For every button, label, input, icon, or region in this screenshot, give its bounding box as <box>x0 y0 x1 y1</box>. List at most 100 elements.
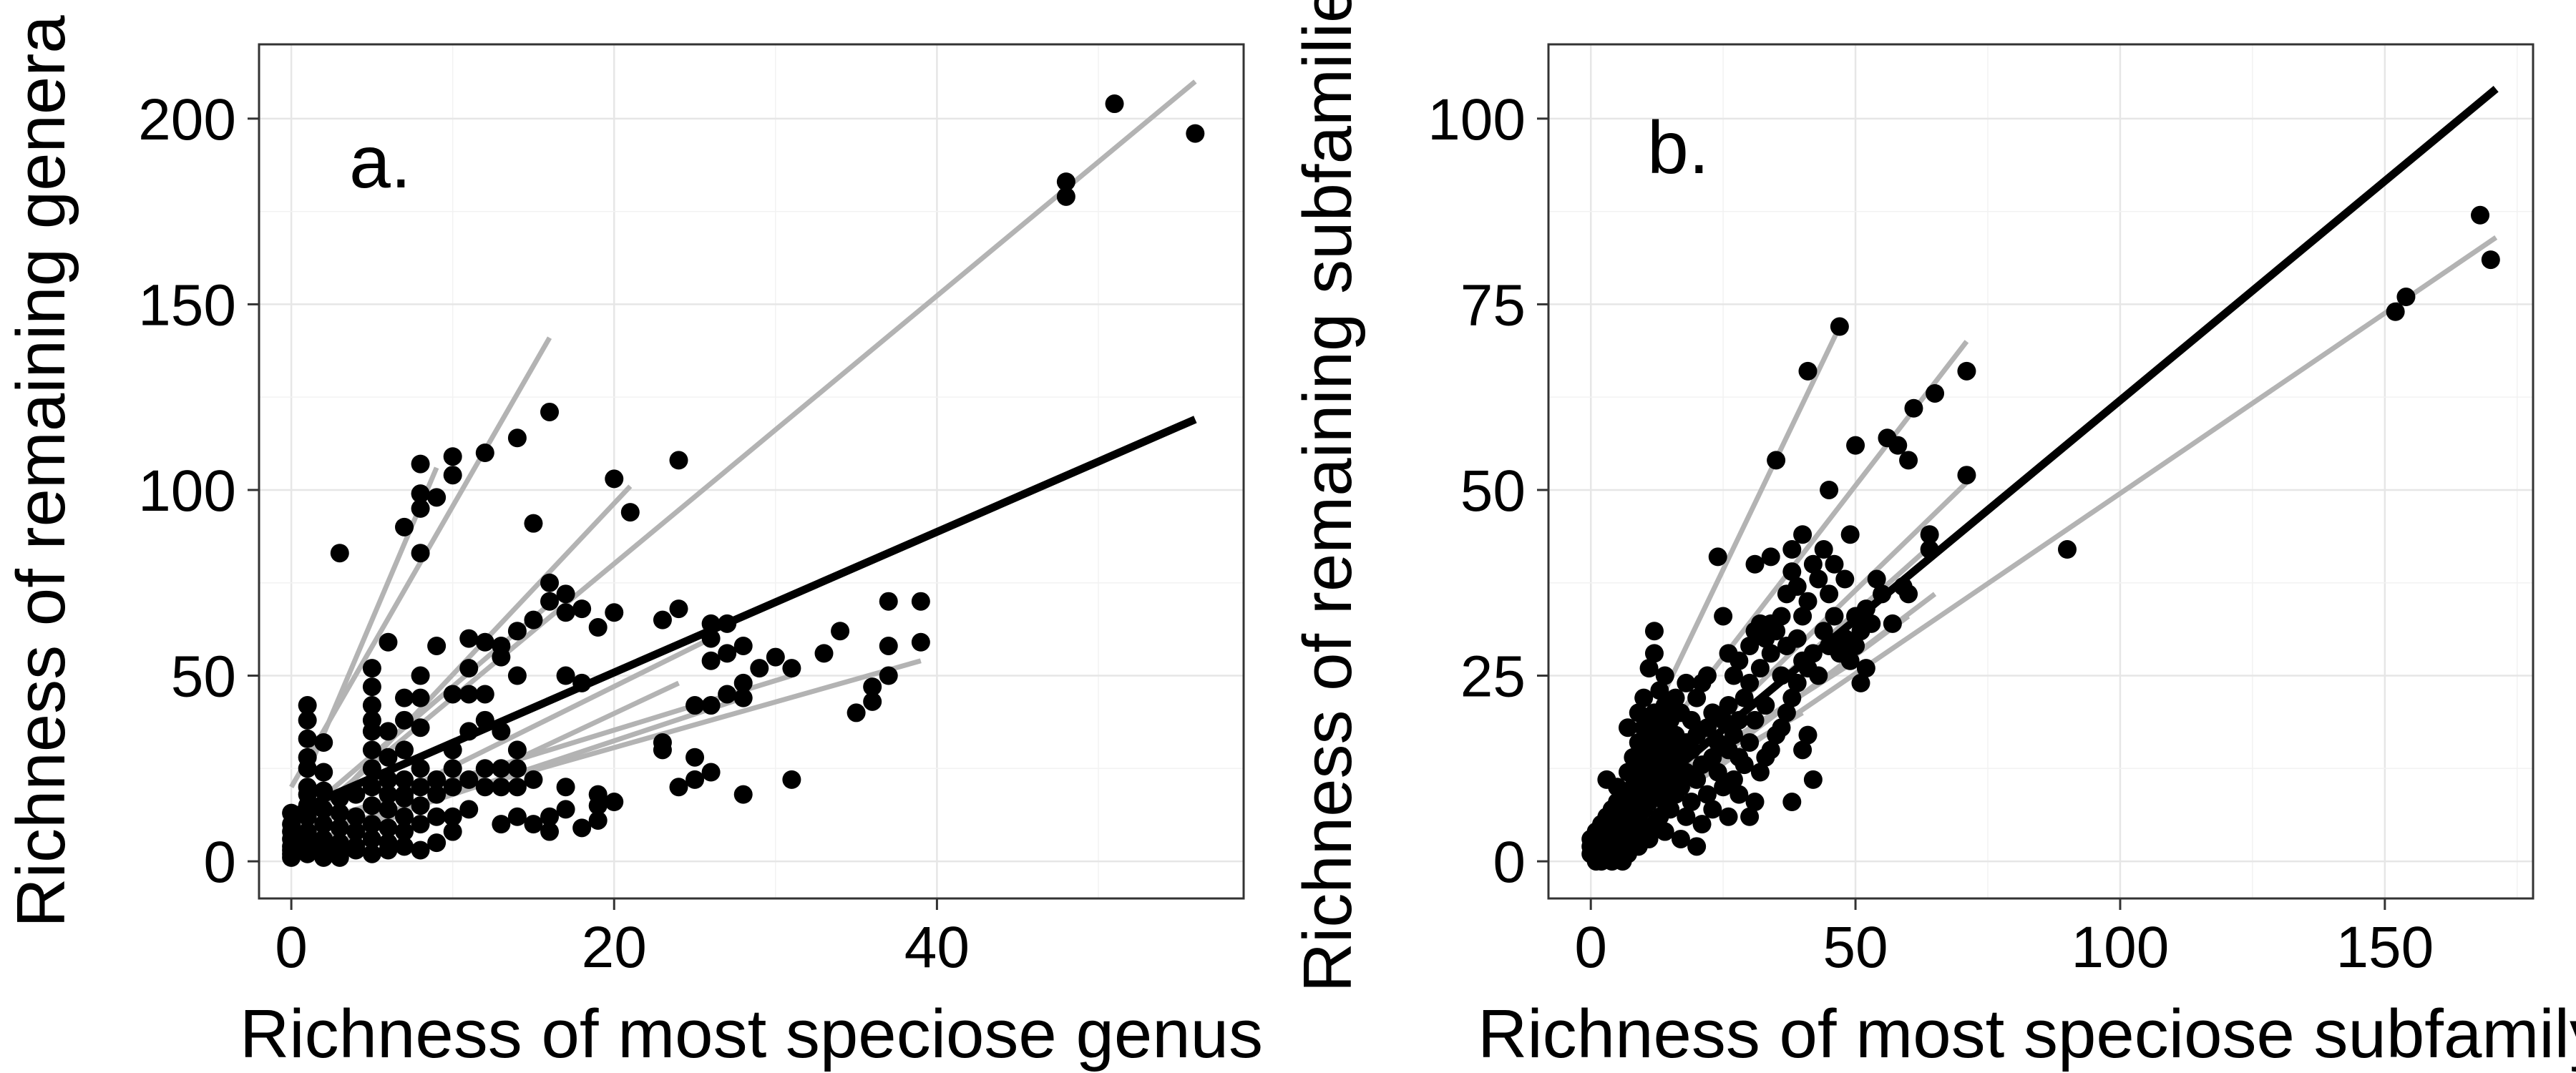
data-point <box>362 815 381 834</box>
data-point <box>411 778 430 797</box>
data-point <box>427 807 447 826</box>
data-point <box>686 696 705 715</box>
data-point <box>588 618 608 637</box>
data-point <box>540 592 560 611</box>
data-point <box>298 729 317 748</box>
data-point <box>524 610 543 629</box>
data-point <box>1782 562 1802 582</box>
data-point <box>733 673 753 692</box>
data-point <box>1835 569 1855 589</box>
data-point <box>1846 636 1865 655</box>
data-point <box>1745 793 1765 812</box>
data-point <box>814 644 834 663</box>
data-point <box>379 785 398 804</box>
data-point <box>379 818 398 838</box>
gridlines <box>1548 44 2533 898</box>
data-point <box>733 688 753 707</box>
data-point <box>1777 703 1796 722</box>
data-point <box>1803 554 1823 574</box>
x-tick-label: 0 <box>1574 915 1607 980</box>
data-point <box>733 785 753 804</box>
data-point <box>1644 622 1664 641</box>
data-point <box>459 659 479 678</box>
data-point <box>507 759 527 778</box>
data-point <box>1056 187 1075 206</box>
data-point <box>1772 607 1791 626</box>
data-point <box>1697 666 1717 685</box>
data-point <box>831 622 850 641</box>
data-point <box>1644 644 1664 663</box>
data-point <box>1798 361 1818 381</box>
data-point <box>443 778 462 797</box>
data-point <box>362 659 381 678</box>
data-point <box>1772 718 1791 738</box>
data-point <box>443 447 462 466</box>
data-point <box>1793 740 1813 760</box>
data-point <box>1851 673 1870 692</box>
data-point <box>1724 725 1743 745</box>
data-point <box>298 778 317 797</box>
data-point <box>879 636 898 655</box>
data-point <box>379 841 398 860</box>
data-point <box>379 632 398 652</box>
data-point <box>362 796 381 815</box>
data-point <box>879 666 898 685</box>
data-point <box>475 632 494 652</box>
data-point <box>524 514 543 533</box>
data-point <box>298 822 317 841</box>
data-point <box>572 818 592 838</box>
data-point <box>395 770 414 789</box>
data-point <box>911 632 930 652</box>
data-point <box>362 844 381 863</box>
group-fit-line <box>305 466 439 773</box>
data-point <box>1761 547 1780 567</box>
data-point <box>524 815 543 834</box>
data-point <box>346 807 366 826</box>
data-point <box>669 599 688 619</box>
data-point <box>507 428 527 448</box>
data-point <box>1708 763 1727 782</box>
data-point <box>605 469 624 489</box>
data-point <box>1830 317 1849 336</box>
x-tick-label: 100 <box>2072 915 2170 980</box>
data-point <box>1745 554 1765 574</box>
data-point <box>379 800 398 819</box>
data-point <box>1692 815 1712 834</box>
data-point <box>443 466 462 485</box>
data-point <box>411 815 430 834</box>
data-point <box>1782 540 1802 559</box>
data-point <box>395 688 414 707</box>
data-point <box>733 636 753 655</box>
data-point <box>540 573 560 592</box>
data-point <box>1787 673 1807 692</box>
y-tick-label: 150 <box>138 273 236 338</box>
data-point <box>1105 94 1124 114</box>
data-point <box>701 696 721 715</box>
data-point <box>1661 800 1680 819</box>
data-point <box>427 636 447 655</box>
data-point <box>782 659 801 678</box>
data-point <box>427 785 447 804</box>
data-point <box>492 759 511 778</box>
data-point <box>1618 718 1637 738</box>
data-point <box>427 770 447 789</box>
panel-a: 0 20 40 0 50 100 150 200 Richness of most specio… <box>3 15 1263 1072</box>
data-point <box>1740 733 1760 752</box>
data-point <box>1825 607 1844 626</box>
data-point <box>1798 592 1818 611</box>
data-point <box>1840 651 1860 670</box>
data-point <box>653 610 672 629</box>
data-point <box>298 696 317 715</box>
data-point <box>330 818 349 838</box>
data-point <box>346 841 366 860</box>
data-point <box>362 829 381 848</box>
data-point <box>1787 629 1807 648</box>
data-point <box>1719 696 1738 715</box>
data-point <box>411 499 430 518</box>
data-point <box>411 544 430 563</box>
data-point <box>362 677 381 697</box>
data-point <box>1650 681 1669 700</box>
data-point <box>1750 659 1770 678</box>
data-point <box>588 785 608 804</box>
data-point <box>475 759 494 778</box>
